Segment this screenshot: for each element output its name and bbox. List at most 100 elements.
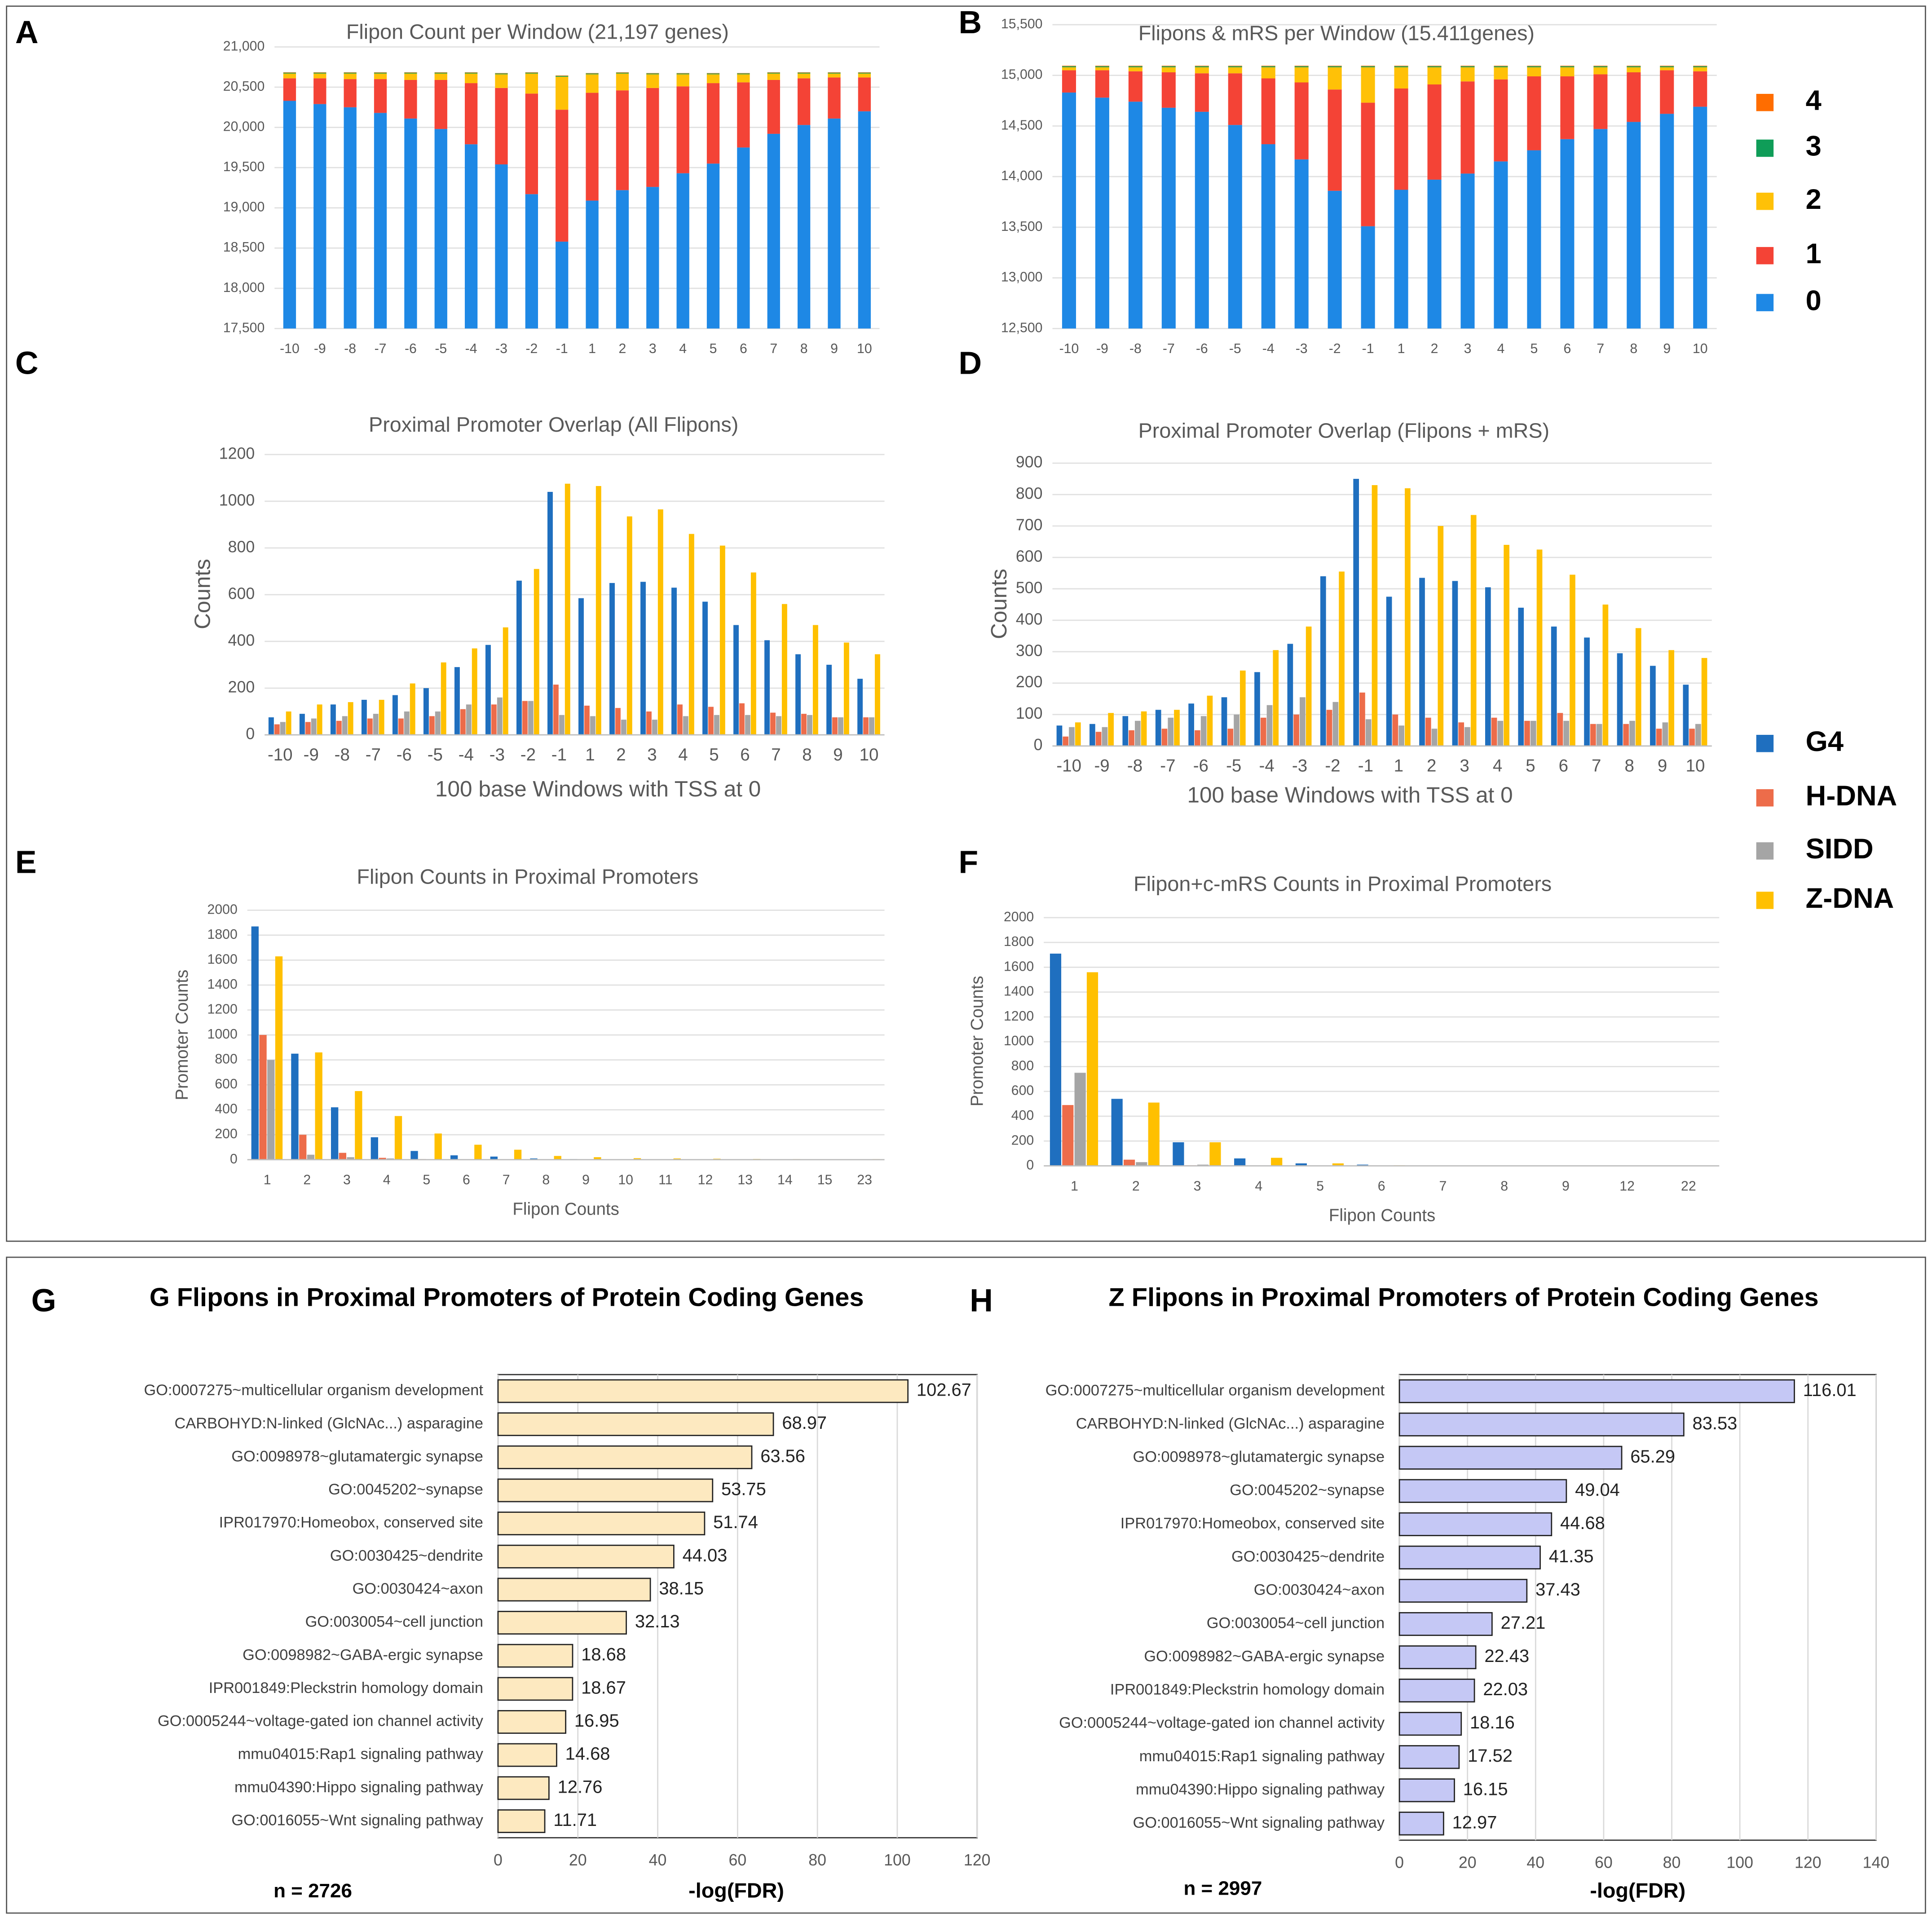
bar	[1497, 720, 1504, 746]
bar	[1398, 1479, 1567, 1503]
y-tick-label: 200	[228, 678, 255, 696]
bar	[497, 1644, 573, 1668]
x-tick-label: -6	[1193, 756, 1209, 776]
bar-segment	[797, 125, 811, 329]
bar	[708, 707, 714, 735]
x-tick-label: -6	[405, 341, 417, 356]
bar-segment	[404, 72, 417, 73]
x-tick-label: 4	[679, 341, 687, 356]
x-tick-label: 10	[618, 1173, 633, 1188]
bar-segment	[1427, 179, 1442, 329]
bar-segment	[1261, 78, 1275, 145]
bar	[307, 1154, 315, 1160]
bar-segment	[374, 72, 387, 73]
x-tick-label: -3	[1292, 756, 1307, 776]
x-tick-label: 2	[616, 745, 626, 765]
x-tick-label: 12	[698, 1173, 713, 1188]
y-axis-label: Promoter Counts	[172, 970, 192, 1100]
bar	[719, 545, 725, 735]
bar	[1570, 575, 1575, 746]
chart-title: Proximal Promoter Overlap (Flipons + mRS…	[1138, 419, 1549, 442]
bar	[497, 1710, 566, 1734]
x-tick-label: 100	[884, 1851, 911, 1869]
bar	[1062, 1105, 1074, 1166]
bar	[584, 705, 590, 735]
data-label: 12.97	[1452, 1812, 1497, 1832]
x-tick-label: 6	[1559, 756, 1568, 776]
bar-segment	[434, 80, 447, 129]
y-tick-label: IPR017970:Homeobox, conserved site	[1120, 1515, 1385, 1532]
x-tick-label: 7	[1597, 341, 1604, 356]
x-tick-label: 14	[777, 1173, 793, 1188]
bar-segment	[586, 200, 599, 329]
bar	[1074, 1073, 1086, 1166]
bar	[371, 1137, 378, 1160]
bar	[497, 1412, 774, 1436]
x-tick-label: -10	[1059, 341, 1079, 356]
x-tick-label: -5	[435, 341, 447, 356]
data-label: 11.71	[553, 1810, 597, 1830]
bar	[1470, 515, 1477, 746]
bar	[280, 722, 286, 735]
bar-segment	[1660, 66, 1674, 67]
y-tick-label: IPR001849:Pleckstrin homology domain	[1110, 1681, 1385, 1698]
x-tick-label: 4	[1493, 756, 1502, 776]
bar	[615, 708, 621, 735]
bar	[863, 717, 869, 735]
bar-segment	[767, 72, 780, 74]
bar	[347, 1157, 354, 1160]
chart-title: G Flipons in Proximal Promoters of Prote…	[150, 1283, 864, 1312]
x-tick-label: -1	[1362, 341, 1374, 356]
bar-segment	[1328, 66, 1342, 67]
data-label: 18.67	[581, 1678, 626, 1697]
bar	[1293, 714, 1299, 746]
bar	[578, 598, 584, 735]
x-tick-label: 9	[1658, 756, 1667, 776]
chart-title: Flipon+c-mRS Counts in Proximal Promoter…	[1134, 872, 1552, 896]
y-tick-label: 300	[1016, 641, 1043, 659]
x-tick-label: 15	[817, 1173, 833, 1188]
x-tick-label: -3	[490, 745, 505, 765]
bar	[394, 1116, 402, 1160]
bar-segment	[676, 73, 689, 74]
data-label: 12.76	[558, 1777, 603, 1797]
bar	[750, 572, 756, 735]
bar-segment	[1361, 67, 1375, 103]
bar	[1650, 666, 1656, 746]
bar	[1234, 714, 1239, 746]
bar-segment	[858, 72, 871, 73]
bar-segment	[1394, 190, 1408, 329]
bar	[497, 697, 503, 735]
bar-segment	[1394, 88, 1408, 190]
data-label: 116.01	[1803, 1380, 1857, 1400]
bar-segment	[1593, 66, 1608, 67]
bar-segment	[313, 73, 326, 79]
bar	[1173, 1142, 1184, 1166]
bar	[739, 703, 745, 735]
bar	[311, 718, 317, 735]
bar	[348, 702, 353, 735]
x-tick-label: 6	[740, 745, 750, 765]
bar	[795, 654, 801, 735]
bar	[291, 1053, 299, 1160]
bar	[1635, 628, 1641, 746]
x-tick-label: 10	[1686, 756, 1705, 776]
bar-segment	[464, 72, 478, 74]
x-tick-label: -6	[1196, 341, 1208, 356]
bar-segment	[737, 147, 750, 329]
bar-segment	[1494, 66, 1508, 67]
x-axis-label: 100 base Windows with TSS at 0	[435, 777, 761, 801]
data-label: 16.15	[1463, 1779, 1508, 1799]
bar	[832, 717, 838, 735]
y-tick-label: 600	[1011, 1083, 1034, 1098]
bar-segment	[464, 83, 478, 145]
x-tick-label: -5	[1226, 756, 1241, 776]
bar-segment	[646, 88, 659, 187]
legend-swatch	[1756, 247, 1774, 265]
bar-segment	[1128, 102, 1142, 329]
bar-segment	[495, 73, 508, 74]
bar	[1602, 604, 1609, 746]
bar	[1701, 658, 1707, 746]
bar	[373, 714, 379, 735]
bar-segment	[1527, 67, 1541, 76]
